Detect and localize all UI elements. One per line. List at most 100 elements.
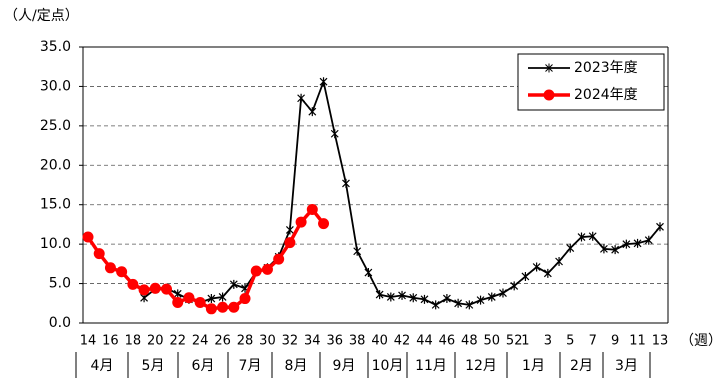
data-point (295, 216, 307, 228)
x-tick-label: 52 (506, 334, 523, 349)
data-point (342, 178, 350, 188)
legend-label: 2024年度 (574, 87, 638, 103)
series (82, 203, 330, 315)
data-point (183, 292, 195, 304)
x-tick-label: 9 (611, 334, 619, 349)
data-point (207, 294, 216, 304)
x-tick-label: 16 (102, 334, 119, 349)
x-tick-label: 3 (544, 334, 552, 349)
x-tick-label: 38 (349, 334, 366, 349)
data-point (93, 248, 105, 260)
x-tick-label: 50 (483, 334, 500, 349)
data-point (364, 268, 373, 278)
y-tick-label: 0.0 (49, 315, 71, 331)
data-point (656, 222, 664, 232)
data-point (499, 288, 507, 298)
x-tick-label: 24 (192, 334, 209, 349)
x-axis-unit: （週） (680, 333, 717, 349)
x-tick-label: 13 (652, 334, 669, 349)
data-point (442, 294, 451, 304)
month-label: 3月 (615, 358, 638, 374)
data-point (104, 262, 116, 274)
y-tick-label: 10.0 (40, 236, 71, 252)
x-tick-label: 26 (214, 334, 231, 349)
x-tick-label: 20 (147, 334, 164, 349)
data-point (285, 225, 294, 235)
data-point (431, 300, 440, 310)
data-point (205, 303, 217, 315)
data-point (577, 232, 586, 242)
data-point (588, 231, 597, 241)
data-point (532, 262, 541, 272)
legend-box (517, 53, 665, 111)
data-point (261, 263, 273, 275)
x-tick-label: 14 (80, 334, 97, 349)
data-point (318, 218, 330, 230)
data-point (454, 298, 463, 308)
x-tick-label: 1 (521, 334, 529, 349)
x-tick-label: 18 (125, 334, 142, 349)
x-tick-label: 44 (416, 334, 433, 349)
month-label: 4月 (91, 358, 114, 374)
data-point (194, 296, 206, 308)
month-label: 11月 (415, 358, 447, 374)
x-tick-label: 5 (566, 334, 574, 349)
x-tick-label: 34 (304, 334, 321, 349)
y-tick-label: 5.0 (49, 276, 71, 292)
month-label: 8月 (285, 358, 308, 374)
data-point (218, 292, 227, 302)
data-point (465, 300, 474, 310)
x-tick-label: 42 (394, 334, 411, 349)
month-label: 10月 (372, 358, 404, 374)
month-label: 7月 (239, 358, 262, 374)
x-tick-label: 32 (282, 334, 299, 349)
y-tick-label: 20.0 (40, 157, 71, 173)
data-point (510, 281, 519, 291)
data-point (319, 77, 328, 87)
data-point (521, 271, 530, 281)
x-tick-label: 22 (169, 334, 186, 349)
data-point (116, 266, 128, 278)
data-point (330, 129, 339, 139)
x-tick-label: 46 (439, 334, 456, 349)
data-point (306, 203, 318, 215)
data-point (555, 256, 563, 266)
month-label: 1月 (522, 358, 545, 374)
data-point (543, 268, 552, 278)
x-tick-label: 48 (461, 334, 478, 349)
legend-marker (545, 63, 553, 73)
data-point (284, 237, 296, 249)
data-point (611, 245, 620, 255)
series-line (86, 206, 325, 311)
month-label: 9月 (333, 358, 356, 374)
x-tick-label: 30 (259, 334, 276, 349)
data-point (250, 265, 262, 277)
data-point (149, 282, 161, 294)
data-point (273, 253, 285, 265)
y-tick-label: 25.0 (40, 118, 71, 134)
data-point (644, 235, 653, 245)
data-point (375, 290, 384, 300)
data-point (173, 289, 182, 299)
data-point (622, 239, 631, 249)
legend-marker (543, 89, 555, 101)
month-label: 12月 (465, 358, 497, 374)
data-point (239, 293, 251, 305)
y-tick-label: 35.0 (40, 39, 71, 55)
y-tick-label: 15.0 (40, 197, 71, 213)
data-point (138, 284, 150, 296)
x-tick-label: 11 (629, 334, 646, 349)
data-point (217, 301, 229, 313)
series-line (143, 78, 661, 306)
data-point (353, 246, 362, 256)
legend-label: 2023年度 (574, 60, 638, 76)
data-point (161, 283, 173, 295)
legend: 2023年度 2024年度 (517, 53, 665, 111)
data-point (297, 93, 306, 103)
x-tick-label: 7 (589, 334, 597, 349)
x-tick-label: 36 (326, 334, 343, 349)
month-label: 6月 (192, 358, 215, 374)
x-tick-label: 28 (237, 334, 254, 349)
month-label: 5月 (142, 358, 165, 374)
y-tick-label: 30.0 (40, 78, 71, 94)
